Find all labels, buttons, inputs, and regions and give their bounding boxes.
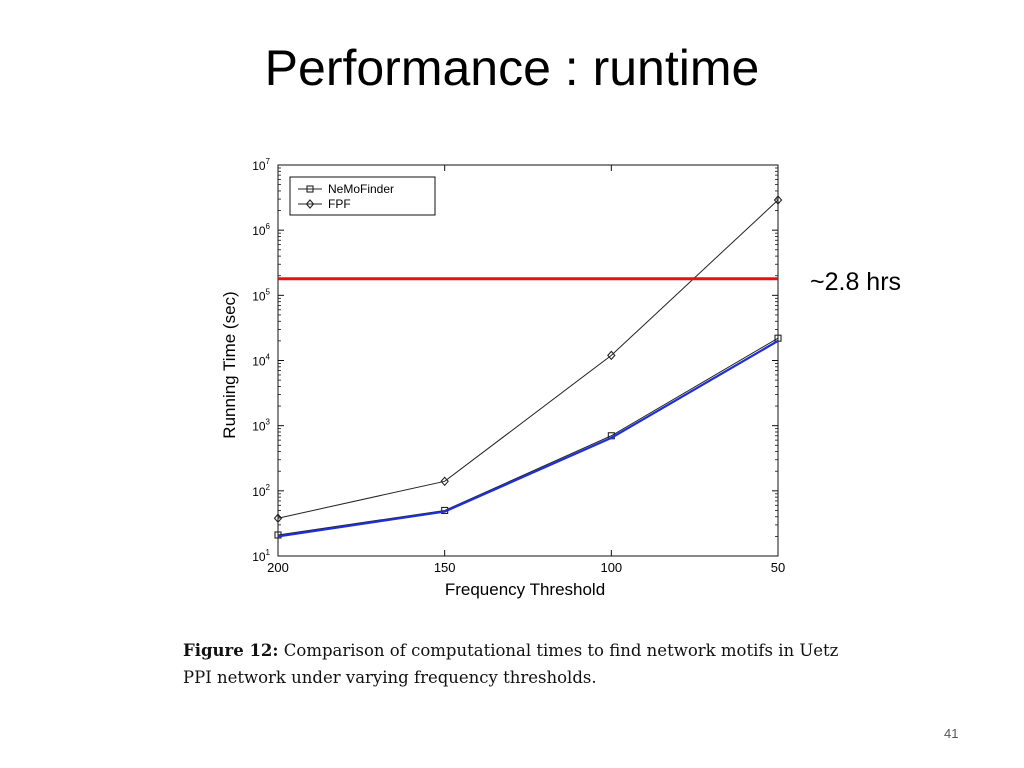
nemofinder-line [277,337,779,536]
y-tick-label: 107 [252,157,270,173]
caption-label: Figure 12: [183,641,279,660]
y-tick-label: 102 [252,483,270,499]
legend-label-fpf: FPF [328,197,351,211]
legend-marker-nemofinder [306,185,314,193]
x-axis-title: Frequency Threshold [445,580,605,599]
y-tick-label: 104 [252,353,270,369]
slide-number: 41 [944,726,959,741]
y-tick-label: 103 [252,418,270,434]
figure-caption: Figure 12: Comparison of computational t… [183,637,843,691]
fpf-point [773,195,783,205]
y-axis-title: Running Time (sec) [220,291,239,438]
legend-label-nemofinder: NeMoFinder [328,182,394,196]
y-tick-label: 106 [252,222,270,238]
caption-text: Comparison of computational times to fin… [183,641,839,687]
plot-frame [277,164,779,557]
slide-title: Performance : runtime [264,40,760,96]
y-tick-label: 105 [252,287,270,303]
fpf-point [440,476,449,487]
legend-box [289,176,436,216]
x-tick-label: 100 [600,560,622,575]
x-tick-label: 150 [434,560,456,575]
fpf-point [607,350,616,361]
legend-marker-fpf [305,199,315,209]
y-tick-label: 101 [252,548,270,564]
fpf-line [277,199,779,519]
threshold-annotation: ~2.8 hrs [810,268,902,296]
fpf-point [273,513,283,524]
x-tick-label: 200 [267,560,289,575]
x-tick-label: 50 [771,560,785,575]
overlay-line [277,339,779,538]
runtime-chart: 101 102 103 104 105 106 107 200 150 100 50 NeMoFin… [220,157,785,599]
